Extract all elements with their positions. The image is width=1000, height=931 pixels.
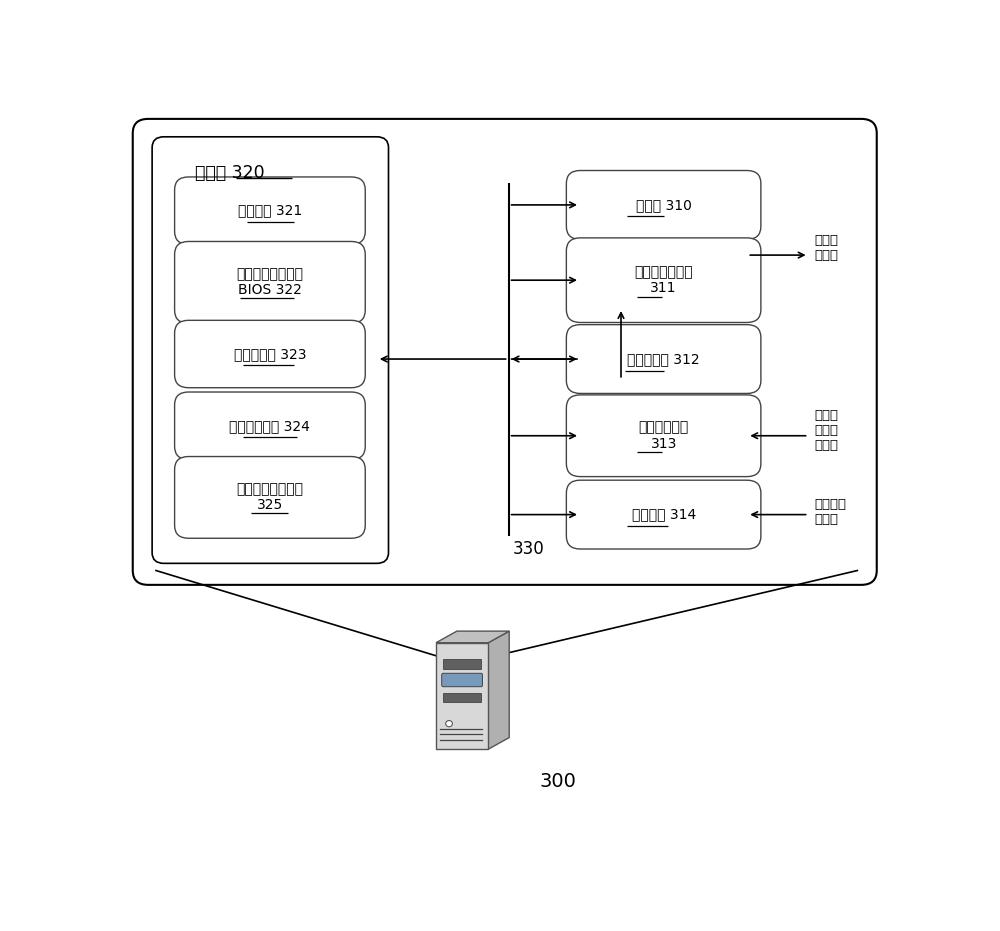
Polygon shape <box>436 631 509 642</box>
Text: 磁盘驱动器 312: 磁盘驱动器 312 <box>627 352 700 366</box>
Text: 数据存储管理 324: 数据存储管理 324 <box>229 419 310 433</box>
Polygon shape <box>488 631 509 749</box>
Text: 330: 330 <box>512 540 544 558</box>
Text: 处理器 310: 处理器 310 <box>636 198 692 212</box>
Text: 存储器 320: 存储器 320 <box>195 164 264 182</box>
Text: 网页浏览器 323: 网页浏览器 323 <box>234 347 306 361</box>
FancyBboxPatch shape <box>566 480 761 549</box>
Text: 输入输出接口
313: 输入输出接口 313 <box>639 421 689 451</box>
FancyBboxPatch shape <box>175 456 365 538</box>
Text: 连接到网
络设备: 连接到网 络设备 <box>815 498 847 526</box>
Text: 连接到
显示器: 连接到 显示器 <box>815 234 839 262</box>
Text: 网络接口 314: 网络接口 314 <box>632 507 696 521</box>
FancyBboxPatch shape <box>152 137 389 563</box>
FancyBboxPatch shape <box>175 320 365 387</box>
FancyBboxPatch shape <box>566 395 761 477</box>
FancyBboxPatch shape <box>175 241 365 323</box>
FancyBboxPatch shape <box>566 170 761 239</box>
Text: 300: 300 <box>540 773 576 791</box>
Polygon shape <box>436 642 488 749</box>
FancyBboxPatch shape <box>175 392 365 459</box>
Text: 图标字体处理系统
325: 图标字体处理系统 325 <box>236 482 303 512</box>
Text: 操作系统 321: 操作系统 321 <box>238 204 302 218</box>
FancyBboxPatch shape <box>442 673 483 687</box>
Text: 连接到
输入输
出设备: 连接到 输入输 出设备 <box>815 410 839 452</box>
FancyBboxPatch shape <box>566 238 761 322</box>
Polygon shape <box>443 693 481 702</box>
FancyBboxPatch shape <box>566 325 761 394</box>
Polygon shape <box>443 659 481 669</box>
Circle shape <box>446 721 452 727</box>
Text: 基本输入输出系统
BIOS 322: 基本输入输出系统 BIOS 322 <box>236 267 303 297</box>
FancyBboxPatch shape <box>133 119 877 585</box>
FancyBboxPatch shape <box>175 177 365 244</box>
Text: 视频显示适配器
311: 视频显示适配器 311 <box>634 265 693 295</box>
